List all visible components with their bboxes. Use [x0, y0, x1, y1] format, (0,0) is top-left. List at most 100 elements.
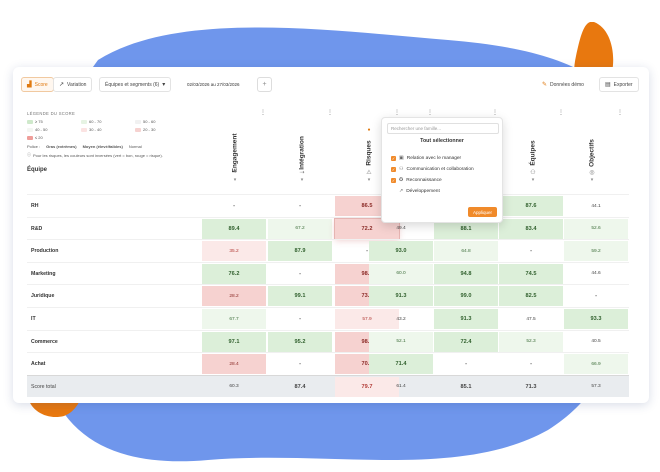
- variation-button[interactable]: ↗ Variation: [53, 77, 93, 92]
- score-cell[interactable]: 66.9: [564, 354, 628, 375]
- score-cell[interactable]: -: [299, 361, 301, 368]
- score-cell[interactable]: 72.4: [434, 331, 498, 352]
- segments-select[interactable]: Équipes et segments (6) ▾: [99, 77, 172, 92]
- score-cell[interactable]: 95.2: [268, 331, 332, 352]
- column-menu-icon[interactable]: ⋮: [394, 110, 400, 116]
- score-cell[interactable]: 91.3: [434, 309, 498, 329]
- score-cell[interactable]: 52.3: [499, 331, 563, 352]
- score-cell[interactable]: 89.4: [202, 218, 266, 239]
- score-cell[interactable]: 40.5: [591, 339, 601, 345]
- chevron-down-icon[interactable]: ▾: [367, 177, 371, 183]
- score-cell[interactable]: 93.3: [564, 309, 628, 329]
- column-title: Intégration: [298, 136, 306, 170]
- score-cell[interactable]: 99.0: [434, 286, 498, 307]
- chevron-down-icon[interactable]: ▾: [590, 177, 594, 183]
- score-cell[interactable]: 99.1: [268, 286, 332, 307]
- column-header-5[interactable]: ⋮ Équipes ⚇ ▾: [500, 107, 566, 187]
- date-range[interactable]: 02/03/2026 au 27/03/2026: [187, 82, 240, 87]
- score-cell[interactable]: 44.6: [591, 271, 601, 277]
- score-cell[interactable]: 94.8: [434, 263, 498, 284]
- score-button[interactable]: ▟ Score: [21, 77, 54, 92]
- score-cell[interactable]: 43.2: [396, 316, 406, 322]
- score-cell[interactable]: 52.6: [564, 218, 628, 239]
- score-cell[interactable]: -: [530, 361, 532, 368]
- score-cell[interactable]: 28.4: [202, 354, 266, 375]
- filter-option[interactable]: ✓ ▣ Relation avec le manager: [391, 155, 462, 161]
- score-cell[interactable]: -: [595, 293, 597, 300]
- score-cell[interactable]: 49.4: [396, 226, 406, 232]
- select-all-button[interactable]: Tout sélectionner: [420, 138, 464, 144]
- column-menu-icon[interactable]: ⋮: [427, 110, 433, 116]
- family-search-input[interactable]: Rechercher une famille...: [387, 123, 499, 134]
- column-menu-icon[interactable]: ⋮: [617, 110, 623, 116]
- score-cell[interactable]: 57.3: [591, 384, 601, 390]
- score-cell[interactable]: 47.5: [526, 316, 536, 322]
- filter-option[interactable]: ✓ ✪ Reconnaissance: [391, 177, 442, 183]
- score-cell[interactable]: -: [299, 270, 301, 277]
- legend-swatch: [135, 119, 141, 124]
- score-cell[interactable]: 79.7: [335, 376, 399, 397]
- checkbox-checked[interactable]: ✓: [391, 166, 396, 172]
- column-header-3[interactable]: ⋮: [369, 107, 435, 187]
- score-cell[interactable]: -: [233, 203, 235, 209]
- column-title: Équipes: [529, 140, 537, 166]
- score-cell[interactable]: 91.3: [369, 286, 433, 307]
- score-cell[interactable]: 52.1: [369, 331, 433, 352]
- score-cell[interactable]: 67.2: [268, 218, 332, 239]
- column-header-1[interactable]: ⋮ Intégration ⇢ ▾: [269, 107, 335, 187]
- column-header-0[interactable]: ⋮ Engagement ♥ ▾: [202, 107, 268, 187]
- chart-icon: ▟: [27, 81, 32, 88]
- column-menu-icon[interactable]: ⋮: [327, 110, 333, 116]
- score-cell[interactable]: 85.1: [460, 383, 472, 390]
- column-header-4[interactable]: ⋮: [434, 107, 500, 187]
- score-cell[interactable]: -: [299, 203, 301, 209]
- score-cell[interactable]: 28.2: [202, 286, 266, 307]
- table-row: Commerce 97.1 95.2 98.8 52.1 72.4 52.3 40.5: [27, 329, 629, 352]
- score-cell[interactable]: 74.5: [499, 263, 563, 284]
- score-cell[interactable]: -: [299, 316, 301, 322]
- score-cell[interactable]: 71.4: [369, 354, 433, 375]
- column-header-2[interactable]: ⋮ ● Risques ⚠ ▾: [336, 107, 402, 187]
- wand-icon: ✎: [542, 81, 548, 88]
- score-cell[interactable]: -: [366, 248, 368, 255]
- column-menu-icon[interactable]: ⋮: [558, 110, 564, 116]
- apply-button[interactable]: Appliquer: [467, 207, 497, 217]
- score-cell[interactable]: 88.1: [434, 218, 498, 239]
- score-cell[interactable]: 82.5: [499, 286, 563, 307]
- demo-data-button[interactable]: ✎ Données démo: [536, 77, 590, 92]
- score-cell[interactable]: 97.1: [202, 331, 266, 352]
- column-menu-icon[interactable]: ⋮: [260, 110, 266, 116]
- filter-option[interactable]: ✓ ⚇ Communication et collaboration: [391, 166, 474, 172]
- score-cell[interactable]: 44.1: [591, 203, 601, 209]
- score-cell[interactable]: 59.2: [564, 241, 628, 262]
- score-cell[interactable]: -: [465, 361, 467, 368]
- checkbox-checked[interactable]: ✓: [391, 155, 396, 161]
- add-button[interactable]: +: [257, 77, 272, 92]
- score-cell[interactable]: 67.7: [202, 309, 266, 329]
- chevron-down-icon[interactable]: ▾: [531, 177, 535, 183]
- score-cell[interactable]: 87.9: [268, 241, 332, 262]
- score-cell[interactable]: 93.0: [369, 241, 433, 262]
- score-cell[interactable]: 87.6: [499, 196, 563, 216]
- score-cell[interactable]: 35.2: [202, 241, 266, 262]
- filter-option[interactable]: ↗ Développement: [391, 188, 440, 194]
- table-row: IT 67.7 - 57.9 43.2 91.3 47.5 93.3: [27, 307, 629, 329]
- column-header-6[interactable]: ⋮ Objectifs ◎ ▾: [559, 107, 625, 187]
- score-cell[interactable]: 87.4: [294, 383, 306, 390]
- score-cell[interactable]: 60.0: [369, 263, 433, 284]
- score-cell[interactable]: 83.4: [499, 218, 563, 239]
- score-cell[interactable]: 71.3: [525, 383, 537, 390]
- checkbox-checked[interactable]: ✓: [391, 177, 396, 183]
- chevron-down-icon[interactable]: ▾: [233, 177, 237, 183]
- column-menu-icon[interactable]: ⋮: [492, 110, 498, 116]
- export-button[interactable]: ▤ Exporter: [599, 77, 639, 92]
- score-cell[interactable]: 72.2: [334, 217, 400, 240]
- checkbox-empty[interactable]: [391, 189, 396, 194]
- score-cell[interactable]: 64.8: [434, 241, 498, 262]
- score-cell[interactable]: 61.4: [396, 384, 406, 390]
- score-cell[interactable]: -: [530, 248, 532, 255]
- chevron-down-icon[interactable]: ▾: [300, 177, 304, 183]
- score-cell[interactable]: 57.9: [335, 309, 399, 329]
- score-cell[interactable]: 60.3: [229, 384, 239, 390]
- score-cell[interactable]: 76.2: [202, 263, 266, 284]
